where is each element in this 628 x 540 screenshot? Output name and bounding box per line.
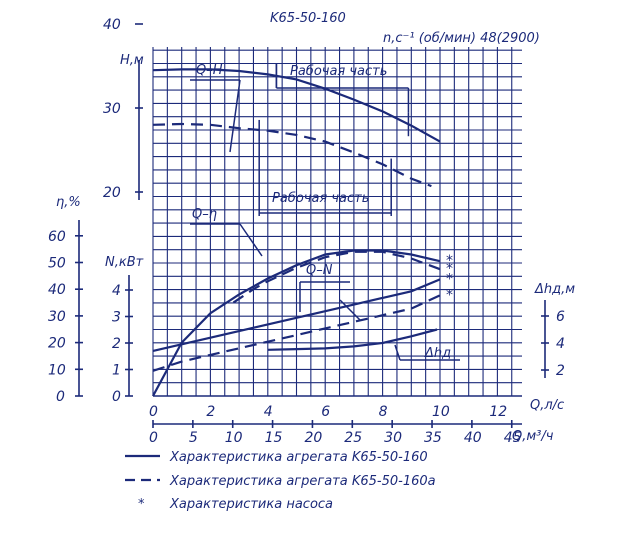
x-axis-m3h-label: Q,м³/ч [512,429,554,444]
x-m3h-tick-label: 5 [189,430,198,446]
leader-q-h-b [229,79,241,153]
dh-tick-label: 2 [556,363,565,379]
x-ls-tick-label: 10 [432,404,450,420]
n-tick-label: 1 [112,363,121,379]
n-tick-label: 4 [112,283,121,299]
speed-label: n,c⁻¹ (об/мин) 48(2900) [383,31,540,46]
n-tick-label: 0 [112,389,121,405]
x-m3h-tick-label: 35 [424,430,442,446]
x-m3h-tick-label: 30 [384,430,402,446]
chart-legend: Характеристика агрегата K65-50-160 Харак… [125,450,436,512]
legend-star: * [138,497,145,512]
eta-tick-label: 40 [48,282,66,298]
n-tick-label: 2 [112,336,121,352]
x-ls-tick-label: 2 [206,404,215,420]
eta-tick-label: 0 [56,389,65,405]
chart-grid [152,47,522,397]
eta-axis-label: η,% [56,195,81,210]
pump-star-marker: * [446,287,453,303]
series-Q-solid-2 [152,249,441,397]
h-tick-label: 20 [103,185,121,201]
label-dh: Δhд [424,346,451,361]
x-ls-tick-label: 4 [264,404,273,420]
eta-tick-label: 60 [48,229,66,245]
x-ls-tick-label: 8 [379,404,388,420]
legend-solid-text: Характеристика агрегата K65-50-160 [169,450,428,465]
chart-annotations: **** [190,63,460,361]
x-m3h-tick-label: 10 [225,430,243,446]
series-Q-dashed-3 [232,250,441,304]
x-ls-tick-label: 6 [321,404,330,420]
eta-tick-label: 50 [48,256,66,272]
x-m3h-tick-label: 20 [304,430,322,446]
x-m3h-tick-label: 0 [149,430,158,446]
series-QH-solid-0 [152,68,441,143]
legend-star-text: Характеристика насоса [169,497,333,512]
series-QN-solid-4 [152,278,441,352]
x-m3h-tick-label: 15 [265,430,283,446]
leader-q-n-c [339,299,361,321]
x-ls-tick-label: 0 [149,404,158,420]
n-axis-label: N,кВт [105,255,144,270]
chart-curves [152,68,441,397]
pump-star-marker: * [446,261,453,277]
work-zone-label-top: Рабочая часть [290,64,387,79]
pump-star-marker: * [446,271,453,287]
dh-axis-label: Δhд,м [534,282,575,297]
h-axis-label: H,м [120,53,144,68]
leader-q-eta-b [239,223,263,257]
x-m3h-tick-label: 45 [504,430,522,446]
series-QH-dashed-1 [152,122,432,188]
chart-title: K65-50-160 [270,11,346,26]
x-axis-ls-label: Q,л/с [530,398,564,413]
label-q-h: Q–H [196,63,223,78]
series-QN-dashed-5 [152,294,441,372]
dh-tick-label: 6 [556,309,565,325]
legend-dashed-text: Характеристика агрегата K65-50-160а [169,474,436,489]
series-hд-solid-6 [267,328,438,351]
eta-tick-label: 20 [48,336,66,352]
x-m3h-tick-label: 40 [464,430,482,446]
work-zone-label-mid: Рабочая часть [272,191,369,206]
leader-dh-b [394,344,401,361]
eta-tick-label: 10 [48,362,66,378]
x-m3h-tick-label: 25 [344,430,362,446]
label-q-eta: Q–η [192,207,217,222]
dh-tick-label: 4 [556,336,565,352]
pump-star-marker: * [446,253,453,269]
eta-tick-label: 30 [48,309,66,325]
h-tick-label: 30 [103,101,121,117]
n-tick-label: 3 [112,310,121,326]
label-q-n: Q–N [306,263,333,278]
x-ls-tick-label: 12 [489,404,507,420]
h-tick-label: 40 [103,17,121,33]
